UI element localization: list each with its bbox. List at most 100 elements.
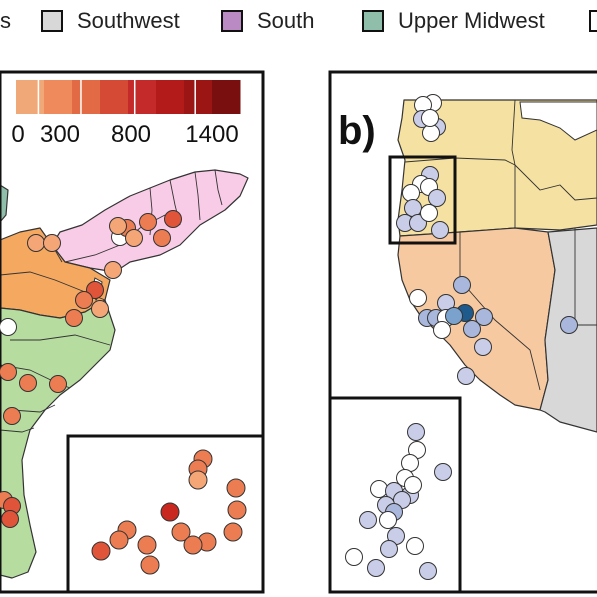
legend-swatch-upper-midwest bbox=[362, 10, 384, 32]
scale-swatch bbox=[100, 80, 129, 114]
site-marker bbox=[65, 309, 83, 327]
site-marker bbox=[91, 541, 111, 561]
site-marker bbox=[0, 318, 17, 336]
site-marker bbox=[164, 210, 182, 228]
site-marker bbox=[139, 213, 157, 231]
site-marker bbox=[49, 375, 67, 393]
site-marker bbox=[409, 289, 427, 307]
site-marker bbox=[433, 321, 451, 339]
scale-swatch bbox=[184, 80, 213, 114]
site-marker bbox=[367, 559, 385, 577]
scale-gradient bbox=[16, 80, 241, 114]
site-marker bbox=[428, 189, 446, 207]
panel-b-zoom-box bbox=[388, 155, 457, 245]
legend-item-south: South bbox=[221, 8, 315, 34]
scale-tick-label: 0 bbox=[11, 121, 24, 148]
site-marker bbox=[475, 308, 493, 326]
site-marker bbox=[188, 470, 208, 490]
panel-b-regions bbox=[397, 99, 597, 433]
site-marker bbox=[419, 562, 437, 580]
site-marker bbox=[474, 338, 492, 356]
site-marker bbox=[104, 261, 122, 279]
region-upper-midwest-sliver bbox=[0, 184, 9, 223]
legend-label-partial: s bbox=[0, 8, 11, 33]
panel-b-state-lines bbox=[404, 99, 597, 391]
site-marker bbox=[109, 530, 129, 550]
site-marker bbox=[0, 363, 17, 381]
scale-tick-label: 300 bbox=[40, 121, 80, 148]
outside-region bbox=[519, 101, 597, 141]
site-marker bbox=[43, 234, 61, 252]
site-marker bbox=[140, 555, 160, 575]
panel-b-points bbox=[396, 94, 578, 385]
panel-b-inset-points bbox=[345, 423, 452, 580]
site-marker bbox=[137, 535, 157, 555]
site-marker bbox=[379, 511, 397, 529]
state-line bbox=[514, 164, 597, 201]
panel-a-inset-points bbox=[91, 449, 247, 575]
state-line bbox=[10, 334, 111, 346]
scale-swatch bbox=[16, 80, 45, 114]
site-marker bbox=[404, 476, 422, 494]
site-marker bbox=[434, 463, 452, 481]
scale-swatch bbox=[156, 80, 185, 114]
state-line bbox=[194, 171, 201, 221]
site-marker bbox=[19, 374, 37, 392]
legend-label-upper-midwest: Upper Midwest bbox=[398, 8, 545, 33]
legend-swatch-cutoff bbox=[589, 10, 597, 32]
panel-b-white-area bbox=[519, 101, 597, 141]
legend-item-cutoff bbox=[589, 8, 597, 34]
site-marker bbox=[171, 522, 191, 542]
panel-b: b) bbox=[328, 70, 597, 594]
site-marker bbox=[27, 234, 45, 252]
site-marker bbox=[3, 407, 21, 425]
state-line bbox=[0, 427, 35, 433]
panel-b-frame bbox=[328, 70, 597, 594]
site-marker bbox=[75, 291, 93, 309]
region-legend: s Southwest South Upper Midwest bbox=[0, 0, 597, 44]
site-marker bbox=[153, 229, 171, 247]
site-marker bbox=[226, 478, 246, 498]
site-marker bbox=[406, 537, 424, 555]
site-marker bbox=[370, 480, 388, 498]
legend-label-south: South bbox=[257, 8, 315, 33]
site-marker bbox=[91, 300, 109, 318]
site-marker bbox=[401, 454, 419, 472]
site-marker bbox=[227, 500, 247, 520]
site-marker bbox=[453, 276, 471, 294]
site-marker bbox=[407, 423, 425, 441]
scale-bar: 0 300 800 1400 bbox=[11, 80, 241, 148]
site-marker bbox=[160, 502, 180, 522]
scale-swatch bbox=[128, 80, 157, 114]
state-line bbox=[511, 99, 516, 228]
legend-label-southwest: Southwest bbox=[77, 8, 180, 33]
panel-a: 0 300 800 1400 bbox=[0, 70, 265, 594]
panel-a-points bbox=[0, 210, 182, 528]
state-line bbox=[459, 232, 541, 391]
legend-item-upper-midwest: Upper Midwest bbox=[362, 8, 545, 34]
site-marker bbox=[420, 204, 438, 222]
state-line bbox=[404, 157, 516, 166]
scale-ticks: 0 300 800 1400 bbox=[11, 121, 238, 148]
site-marker bbox=[223, 522, 243, 542]
legend-item-partial: s bbox=[0, 8, 11, 34]
site-marker bbox=[380, 540, 398, 558]
state-line bbox=[64, 244, 121, 263]
site-marker bbox=[457, 367, 475, 385]
scale-swatch bbox=[44, 80, 73, 114]
site-marker bbox=[125, 229, 143, 247]
scale-swatch bbox=[212, 80, 241, 114]
site-marker bbox=[1, 510, 19, 528]
site-marker bbox=[183, 535, 203, 555]
site-marker bbox=[345, 548, 363, 566]
site-marker bbox=[422, 124, 440, 142]
site-marker bbox=[445, 307, 463, 325]
site-marker bbox=[109, 217, 127, 235]
site-marker bbox=[402, 184, 420, 202]
legend-swatch-southwest bbox=[41, 10, 63, 32]
site-marker bbox=[404, 199, 422, 217]
scale-tick-label: 800 bbox=[111, 121, 151, 148]
site-marker bbox=[560, 316, 578, 334]
